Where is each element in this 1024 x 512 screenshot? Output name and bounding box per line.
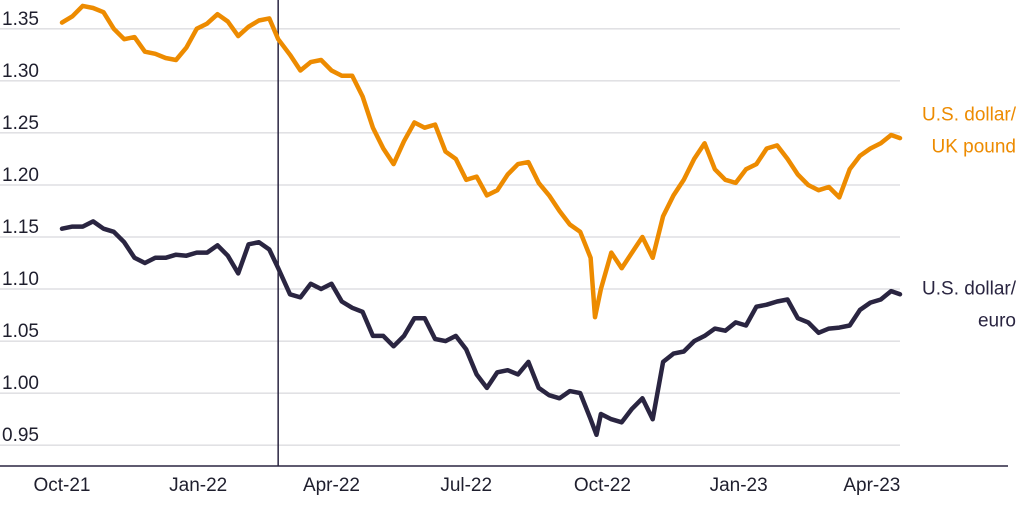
x-tick-label: Apr-23 [843, 475, 900, 496]
x-tick-label: Apr-22 [303, 475, 360, 496]
x-tick-label: Jul-22 [440, 475, 492, 496]
y-tick-label: 1.10 [2, 269, 39, 290]
y-tick-label: 1.25 [2, 113, 39, 134]
gridlines [0, 28, 900, 446]
y-tick-label: 1.20 [2, 165, 39, 186]
y-axis-tick-labels: 0.95 1.00 1.05 1.10 1.15 1.20 1.25 1.30 1.35 [2, 9, 39, 446]
x-tick-label: Oct-22 [574, 475, 631, 496]
series-label: euro [978, 310, 1016, 331]
y-tick-label: 1.30 [2, 61, 39, 82]
y-tick-label: 1.35 [2, 9, 39, 30]
x-tick-label: Oct-21 [33, 475, 90, 496]
y-tick-label: 0.95 [2, 425, 39, 446]
series-lines [59, 3, 903, 438]
series-line [59, 3, 903, 320]
x-tick-label: Jan-22 [169, 475, 227, 496]
series-line [59, 219, 903, 438]
series-labels: U.S. dollar/UK pound U.S. dollar/euro [922, 104, 1017, 331]
series-label: U.S. dollar/ [922, 104, 1017, 125]
series-label: UK pound [931, 136, 1016, 157]
x-tick-label: Jan-23 [710, 475, 768, 496]
y-tick-label: 1.15 [2, 217, 39, 238]
x-axis-tick-labels: Oct-21 Jan-22 Apr-22 Jul-22 Oct-22 Jan-23 Apr-… [33, 475, 900, 496]
series-label: U.S. dollar/ [922, 278, 1017, 299]
y-tick-label: 1.00 [2, 373, 39, 394]
y-tick-label: 1.05 [2, 321, 39, 342]
